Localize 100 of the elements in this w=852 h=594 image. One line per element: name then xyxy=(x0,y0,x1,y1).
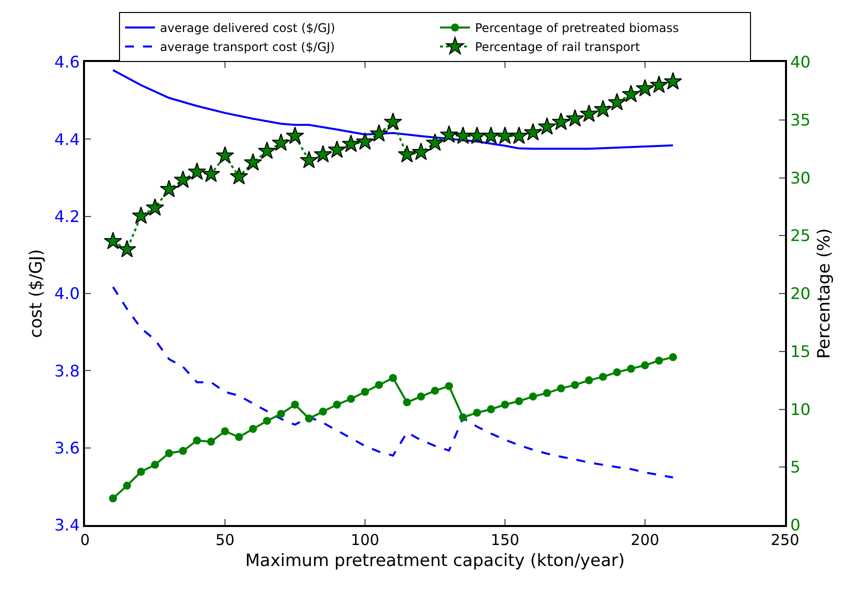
y2-axis-title: Percentage (%) xyxy=(814,228,834,359)
y2-tick-label: 35 xyxy=(790,110,811,130)
point xyxy=(230,166,248,184)
y-tick-label: 3.4 xyxy=(54,516,80,535)
point xyxy=(459,413,467,422)
line-series xyxy=(112,286,674,479)
point xyxy=(641,361,649,370)
x-tick-label: 150 xyxy=(490,531,520,549)
y-tick-label: 3.6 xyxy=(54,438,80,458)
y-tick-label: 4.6 xyxy=(54,52,80,72)
point xyxy=(188,162,206,180)
point xyxy=(300,150,318,168)
point xyxy=(342,134,360,152)
point xyxy=(118,240,136,258)
point xyxy=(608,92,626,110)
point xyxy=(249,424,257,433)
point xyxy=(263,416,271,425)
point xyxy=(431,386,439,395)
point xyxy=(417,392,425,401)
point xyxy=(445,382,453,390)
point xyxy=(412,142,430,160)
point xyxy=(123,482,131,490)
point xyxy=(585,376,593,384)
point xyxy=(510,126,528,144)
y2-tick-label: 20 xyxy=(790,284,811,304)
point xyxy=(216,146,234,164)
point xyxy=(538,117,556,135)
point xyxy=(571,380,579,389)
y2-tick-label: 10 xyxy=(790,400,811,419)
point xyxy=(314,145,332,162)
point xyxy=(151,460,159,469)
point xyxy=(319,408,327,416)
point xyxy=(398,145,416,162)
point xyxy=(202,164,220,182)
point xyxy=(440,125,458,143)
point xyxy=(277,410,285,418)
point xyxy=(524,123,542,140)
point xyxy=(468,126,486,144)
point xyxy=(104,232,122,250)
point xyxy=(221,427,229,436)
point xyxy=(305,414,313,423)
y-tick-label: 4.0 xyxy=(54,284,80,304)
point xyxy=(627,364,635,373)
point xyxy=(650,76,668,94)
point xyxy=(132,206,150,224)
point xyxy=(370,124,388,142)
point xyxy=(137,468,145,476)
point xyxy=(291,400,299,409)
line-series xyxy=(112,69,674,150)
point xyxy=(403,398,411,406)
point xyxy=(174,170,192,188)
point xyxy=(328,140,346,158)
point xyxy=(272,133,290,151)
y2-tick-label: 30 xyxy=(790,168,811,188)
point xyxy=(146,198,164,216)
legend-label: Percentage of rail transport xyxy=(475,40,640,54)
point xyxy=(543,389,551,398)
y-tick-label: 4.4 xyxy=(54,130,80,149)
point xyxy=(473,408,481,417)
point xyxy=(160,180,178,198)
point xyxy=(482,126,500,144)
point xyxy=(361,388,369,396)
point xyxy=(557,384,565,392)
point xyxy=(235,433,243,442)
point xyxy=(426,133,444,151)
y2-tick-label: 25 xyxy=(790,226,811,246)
x-tick-label: 0 xyxy=(80,531,90,549)
point xyxy=(333,400,341,409)
point xyxy=(165,449,173,458)
y-tick-label: 3.8 xyxy=(54,361,80,380)
point xyxy=(529,392,537,401)
point xyxy=(286,126,304,144)
legend-label: Percentage of pretreated biomass xyxy=(475,21,679,36)
point xyxy=(244,153,262,171)
point xyxy=(347,394,355,403)
point xyxy=(375,380,383,389)
y2-tick-label: 40 xyxy=(790,52,811,72)
point xyxy=(599,372,607,381)
x-tick-label: 100 xyxy=(350,531,380,549)
point xyxy=(566,109,584,127)
y-axis-title: cost ($/GJ) xyxy=(26,249,46,338)
point xyxy=(552,112,570,130)
point xyxy=(258,142,276,159)
y2-tick-label: 15 xyxy=(790,342,811,361)
point xyxy=(356,132,374,150)
point xyxy=(207,438,215,446)
legend-label: average delivered cost ($/GJ) xyxy=(160,21,336,36)
point xyxy=(487,405,495,414)
point xyxy=(193,436,201,444)
point xyxy=(109,494,117,502)
legend-label: average transport cost ($/GJ) xyxy=(160,40,335,54)
point xyxy=(515,397,523,406)
point xyxy=(669,353,677,362)
y2-tick-label: 5 xyxy=(790,458,800,477)
point xyxy=(496,126,514,144)
point xyxy=(636,79,654,96)
x-axis-title: Maximum pretreatment capacity (kton/year) xyxy=(245,550,625,571)
point xyxy=(454,126,472,144)
point xyxy=(179,446,187,455)
point xyxy=(655,356,663,365)
